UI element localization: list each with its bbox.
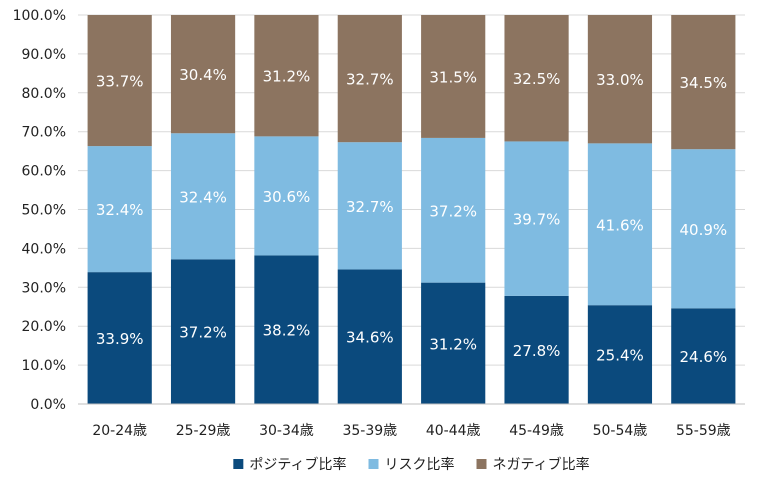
- bar-segment: [170, 133, 236, 260]
- legend-label: リスク比率: [385, 456, 455, 473]
- bar-segment: [421, 137, 486, 283]
- bar-segment: [504, 295, 569, 404]
- y-tick-label: 50.0%: [22, 203, 66, 219]
- data-label: 27.8%: [513, 342, 561, 360]
- x-tick-label: 50-54歳: [593, 423, 648, 439]
- data-label: 32.4%: [96, 201, 144, 219]
- data-label: 38.2%: [263, 322, 311, 340]
- data-label: 32.5%: [513, 70, 561, 88]
- data-label: 24.6%: [679, 348, 727, 366]
- legend-swatch: [233, 459, 244, 469]
- bar-segment: [587, 15, 653, 144]
- bar-segment: [421, 282, 486, 404]
- data-label: 31.2%: [263, 68, 311, 86]
- legend-label: ポジティブ比率: [249, 456, 346, 473]
- data-label: 34.6%: [346, 329, 394, 347]
- bar-segment: [254, 15, 319, 137]
- legend-swatch: [368, 459, 379, 469]
- y-axis: 0.0% 10.0% 20.0% 30.0% 40.0% 50.0% 60.0% 70.0% 8…: [13, 8, 66, 413]
- bar-segment: [671, 308, 736, 404]
- y-tick-label: 30.0%: [22, 280, 66, 296]
- bar-segment: [337, 15, 402, 143]
- x-tick-label: 25-29歳: [176, 423, 231, 439]
- bar-segment: [504, 141, 569, 296]
- x-tick-label: 55-59歳: [676, 423, 731, 439]
- data-label: 30.4%: [179, 66, 227, 84]
- bar-segment: [170, 259, 236, 404]
- legend-item: ネガティブ比率: [476, 456, 590, 473]
- y-tick-label: 60.0%: [22, 164, 66, 180]
- bar-segment: [671, 149, 736, 309]
- data-label: 32.4%: [179, 188, 227, 206]
- bars: 33.9% 32.4% 33.7% 37.2% 32.4% 30.4% 38.2% 30.6%…: [87, 15, 736, 404]
- x-tick-label: 20-24歳: [92, 423, 147, 439]
- data-label: 37.2%: [179, 324, 227, 342]
- bar-segment: [504, 15, 569, 142]
- data-label: 31.2%: [429, 335, 477, 353]
- bar-segment: [170, 15, 236, 134]
- y-tick-label: 100.0%: [13, 8, 66, 24]
- data-label: 25.4%: [596, 347, 644, 365]
- y-tick-label: 0.0%: [30, 397, 66, 413]
- bar-segment: [337, 269, 402, 404]
- legend-swatch: [476, 459, 487, 469]
- data-label: 32.7%: [346, 71, 394, 89]
- bar-segment: [87, 146, 152, 273]
- x-tick-label: 30-34歳: [259, 423, 314, 439]
- bar-segment: [254, 136, 319, 256]
- x-tick-label: 40-44歳: [426, 423, 481, 439]
- bar-segment: [421, 15, 486, 138]
- y-tick-label: 90.0%: [22, 47, 66, 63]
- bar-segment: [587, 143, 653, 306]
- bar-segment: [87, 272, 152, 404]
- bar-segment: [671, 15, 736, 150]
- x-axis: 20-24歳 25-29歳 30-34歳 35-39歳 40-44歳 45-49歳 50-5…: [78, 403, 745, 439]
- data-label: 39.7%: [513, 211, 561, 229]
- bar-segment: [87, 15, 152, 147]
- bar-segment: [254, 255, 319, 404]
- y-tick-label: 10.0%: [22, 358, 66, 374]
- legend-label: ネガティブ比率: [493, 456, 590, 473]
- y-tick-label: 20.0%: [22, 319, 66, 335]
- data-label: 33.9%: [96, 330, 144, 348]
- data-label: 31.5%: [429, 69, 477, 87]
- bar-segment: [587, 305, 653, 404]
- data-label: 33.0%: [596, 71, 644, 89]
- x-tick-label: 45-49歳: [509, 423, 564, 439]
- data-label: 40.9%: [679, 221, 727, 239]
- data-label: 41.6%: [596, 216, 644, 234]
- bar-segment: [337, 142, 402, 270]
- y-tick-label: 70.0%: [22, 125, 66, 141]
- legend-item: ポジティブ比率: [233, 456, 347, 473]
- legend: ポジティブ比率 リスク比率 ネガティブ比率: [233, 456, 590, 473]
- y-tick-label: 80.0%: [22, 86, 66, 102]
- data-label: 32.7%: [346, 198, 394, 216]
- legend-item: リスク比率: [368, 456, 455, 473]
- y-tick-label: 40.0%: [22, 241, 66, 257]
- data-label: 34.5%: [679, 74, 727, 92]
- data-label: 30.6%: [263, 188, 311, 206]
- data-label: 33.7%: [96, 73, 144, 91]
- data-label: 37.2%: [429, 202, 477, 220]
- x-tick-label: 35-39歳: [342, 423, 397, 439]
